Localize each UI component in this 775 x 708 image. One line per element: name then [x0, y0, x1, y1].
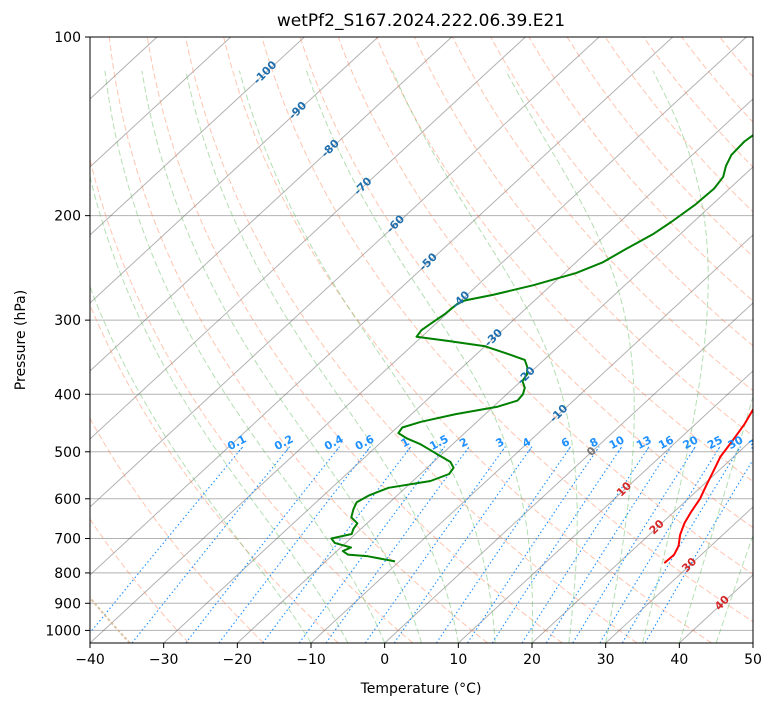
sounding-traces — [330, 134, 753, 564]
isotherm-line — [90, 37, 674, 576]
isotherm-line — [605, 506, 753, 643]
x-tick-label: −20 — [223, 652, 253, 668]
mixing-ratio-label: 25 — [705, 433, 725, 452]
isotherm-line — [236, 166, 753, 643]
x-tick-label: 20 — [523, 652, 541, 668]
mixing-ratio-label: 13 — [634, 433, 654, 452]
y-tick-label: 700 — [54, 532, 81, 548]
temperature-line — [663, 407, 753, 564]
mixing-ratio-line — [644, 458, 753, 643]
y-tick-label: 1000 — [45, 623, 81, 639]
mixing-ratio-line — [545, 446, 672, 643]
isotherm-line — [384, 302, 753, 643]
x-tick-label: 10 — [449, 652, 467, 668]
y-tick-label: 300 — [54, 313, 81, 329]
dry-adiabat-line — [375, 37, 753, 483]
isotherm-line — [90, 37, 379, 304]
y-tick-label: 500 — [54, 445, 81, 461]
moist-adiabat-line — [238, 70, 496, 643]
moist-adiabat-line — [505, 70, 635, 643]
x-tick-label: 30 — [597, 652, 615, 668]
dry-adiabat-line — [604, 37, 753, 213]
dry-adiabat-line — [414, 37, 753, 437]
moist-adiabat-line — [90, 174, 349, 643]
y-tick-label: 200 — [54, 209, 81, 225]
isotherm-line — [90, 37, 232, 168]
mixing-ratio-line — [467, 446, 600, 643]
dry-adiabat-line — [642, 37, 753, 168]
dry-adiabat-line — [90, 157, 414, 643]
dry-adiabat-line — [566, 37, 753, 258]
isotherm-line — [90, 37, 747, 643]
x-axis-label: Temperature (°C) — [360, 681, 482, 697]
mixing-ratio-label: 36 — [747, 433, 767, 452]
y-axis-ticks: 100 200 300 400 500 600 700 800 900 1000 — [45, 30, 90, 639]
isotherm-line — [90, 37, 526, 440]
isotherm-line — [163, 98, 753, 643]
x-tick-label: 0 — [380, 652, 389, 668]
moist-adiabat-line — [306, 70, 533, 643]
moist-adiabats — [90, 70, 753, 643]
dry-adiabat-line — [490, 37, 753, 347]
moist-adiabat-line — [185, 70, 459, 643]
y-axis-label: Pressure (hPa) — [13, 290, 29, 390]
mixing-ratio-line — [521, 446, 650, 643]
isotherm-grid — [90, 37, 753, 643]
y-tick-label: 100 — [54, 30, 81, 46]
mixing-ratio-line — [90, 446, 244, 634]
isotherm-line — [90, 37, 600, 508]
mixing-ratio-line — [599, 446, 721, 643]
dry-adiabat-line — [108, 37, 488, 643]
isotherm-line — [90, 37, 453, 372]
moist-adiabat-line — [90, 285, 312, 643]
mixing-ratio-line — [185, 446, 341, 643]
dewpoint-line — [330, 134, 753, 563]
y-tick-label: 600 — [54, 492, 81, 508]
x-tick-label: −40 — [75, 652, 105, 668]
mixing-ratio-label: 20 — [681, 433, 701, 452]
mixing-ratio-label: 16 — [656, 433, 676, 452]
dry-adiabat-line — [90, 417, 264, 643]
isobar-grid — [90, 37, 753, 631]
mixing-ratio-line — [298, 446, 446, 643]
mixing-ratio-label: 10 — [607, 433, 627, 452]
isotherm-line — [90, 37, 305, 236]
isotherm-line — [310, 234, 753, 643]
mixing-ratio-line — [393, 446, 533, 643]
mixing-ratio-line — [491, 446, 623, 643]
mixing-ratio-line — [131, 446, 291, 643]
x-tick-label: −10 — [296, 652, 326, 668]
x-tick-label: −30 — [149, 652, 179, 668]
dry-adiabat-line — [452, 37, 753, 392]
x-tick-label: 50 — [744, 652, 762, 668]
mixing-ratio-label: 30 — [726, 433, 746, 452]
moist-adiabat-line — [104, 70, 386, 643]
x-axis-ticks: −40 −30 −20 −10 0 10 20 30 40 50 — [75, 643, 762, 668]
mixing-ratio-line — [435, 446, 572, 643]
moist-adiabat-line — [392, 70, 578, 643]
mixing-ratio-lines — [90, 446, 753, 643]
y-tick-label: 900 — [54, 596, 81, 612]
dry-adiabat-line — [223, 37, 712, 643]
isotherm-line — [531, 438, 753, 643]
moist-adiabat-line — [642, 70, 709, 643]
chart-title: wetPf2_S167.2024.222.06.39.E21 — [277, 11, 565, 31]
dry-adiabat-line — [528, 37, 753, 302]
y-tick-label: 400 — [54, 387, 81, 403]
mixing-ratio-line — [572, 446, 696, 643]
dry-adiabats — [90, 37, 753, 643]
x-tick-label: 40 — [670, 652, 688, 668]
isotherm-line — [457, 370, 753, 643]
moist-adiabat-line — [678, 394, 753, 643]
mixing-ratio-line — [621, 446, 741, 643]
dry-adiabat-line — [185, 37, 638, 643]
mixing-ratio-line — [325, 446, 470, 643]
moist-adiabat-line — [141, 70, 422, 643]
plot-frame — [89, 36, 754, 644]
dry-adiabat-line — [299, 37, 753, 575]
y-tick-label: 800 — [54, 566, 81, 582]
dry-adiabat-line — [90, 303, 339, 643]
